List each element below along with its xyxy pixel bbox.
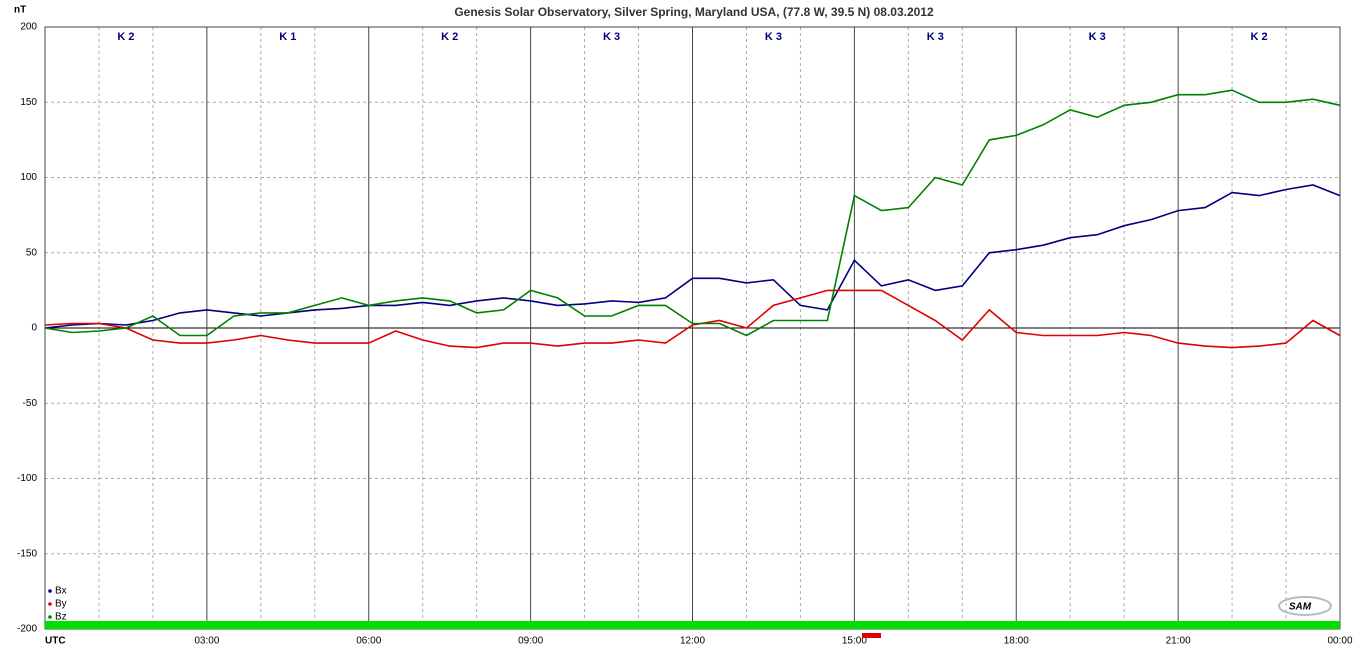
legend-marker — [48, 602, 52, 606]
logo: SAM — [1289, 602, 1312, 613]
status-bar — [45, 621, 1340, 629]
legend-marker — [48, 615, 52, 619]
y-tick-label: -50 — [23, 398, 38, 409]
series-line — [44, 184, 1341, 329]
y-tick-label: 0 — [31, 323, 37, 334]
y-tick-label: -100 — [17, 473, 37, 484]
x-tick-label: 09:00 — [518, 636, 543, 647]
legend-marker — [48, 589, 52, 593]
legend-label: By — [55, 599, 67, 610]
x-tick-label: 18:00 — [1004, 636, 1029, 647]
status-flag — [862, 633, 881, 638]
x-tick-label: 21:00 — [1166, 636, 1191, 647]
y-axis-unit: nT — [14, 5, 26, 16]
k-index-label: K 3 — [603, 31, 620, 43]
x-tick-label: 06:00 — [356, 636, 381, 647]
x-tick-label: 15:00 — [842, 636, 867, 647]
y-tick-label: -200 — [17, 624, 37, 635]
y-tick-label: 150 — [20, 97, 37, 108]
legend-label: Bz — [55, 612, 67, 623]
k-index-label: K 3 — [765, 31, 782, 43]
y-tick-label: -150 — [17, 548, 37, 559]
x-tick-label: 00:00 — [1327, 636, 1352, 647]
y-tick-label: 200 — [20, 22, 37, 33]
logo-swoosh — [1278, 596, 1332, 616]
chart-title: Genesis Solar Observatory, Silver Spring… — [454, 5, 934, 19]
k-index-label: K 2 — [441, 31, 458, 43]
series-line — [44, 289, 1341, 349]
legend-label: Bx — [55, 586, 67, 597]
series-line — [44, 89, 1341, 337]
k-index-label: K 3 — [1089, 31, 1106, 43]
y-tick-label: 100 — [20, 172, 37, 183]
x-tick-label: UTC — [45, 636, 66, 647]
plot-area: -200 -150 -100 -50 0 50 100 150 200 UTC 03:00 06:00… — [17, 22, 1353, 647]
k-index-label: K 2 — [117, 31, 134, 43]
k-index-label: K 2 — [1251, 31, 1268, 43]
y-tick-label: 50 — [26, 247, 38, 258]
x-tick-label: 12:00 — [680, 636, 705, 647]
x-tick-label: 03:00 — [194, 636, 219, 647]
k-index-label: K 1 — [279, 31, 296, 43]
k-index-label: K 3 — [927, 31, 944, 43]
